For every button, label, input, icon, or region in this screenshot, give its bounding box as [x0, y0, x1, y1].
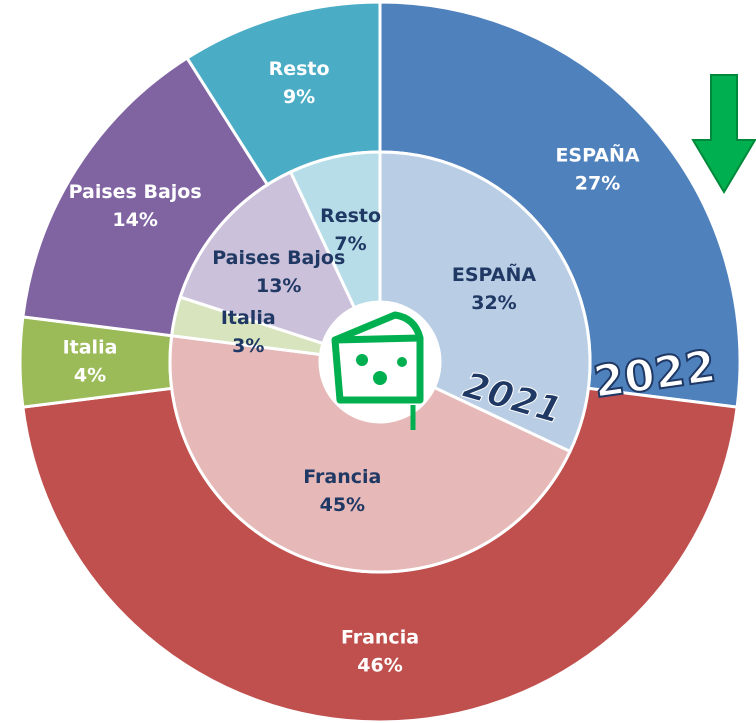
data-label: 45% — [320, 494, 365, 516]
category-label: Resto — [320, 205, 381, 227]
category-label: Francia — [341, 627, 419, 649]
data-label: 46% — [357, 655, 402, 677]
category-label: Francia — [303, 466, 381, 488]
rings — [18, 0, 742, 723]
data-label: 9% — [283, 86, 315, 108]
donut-slice — [378, 150, 592, 454]
category-label: ESPAÑA — [555, 143, 639, 167]
category-label: Paises Bajos — [212, 247, 345, 269]
category-label: Italia — [221, 307, 276, 329]
category-label: ESPAÑA — [452, 262, 536, 286]
data-labels: ESPAÑA 27% Francia 46% Italia 4% Paises Bajos 1… — [63, 58, 640, 676]
data-label: 13% — [256, 275, 301, 297]
category-label: Resto — [269, 58, 330, 80]
category-label: Paises Bajos — [69, 181, 202, 203]
data-label: 27% — [575, 173, 620, 195]
category-label: Italia — [63, 337, 118, 359]
data-label: 7% — [334, 233, 366, 255]
data-label: 3% — [232, 335, 264, 357]
data-label: 14% — [112, 209, 157, 231]
down-arrow — [691, 74, 756, 194]
cheese-icon — [331, 311, 424, 430]
data-label: 4% — [74, 365, 106, 387]
data-label: 32% — [471, 292, 516, 314]
